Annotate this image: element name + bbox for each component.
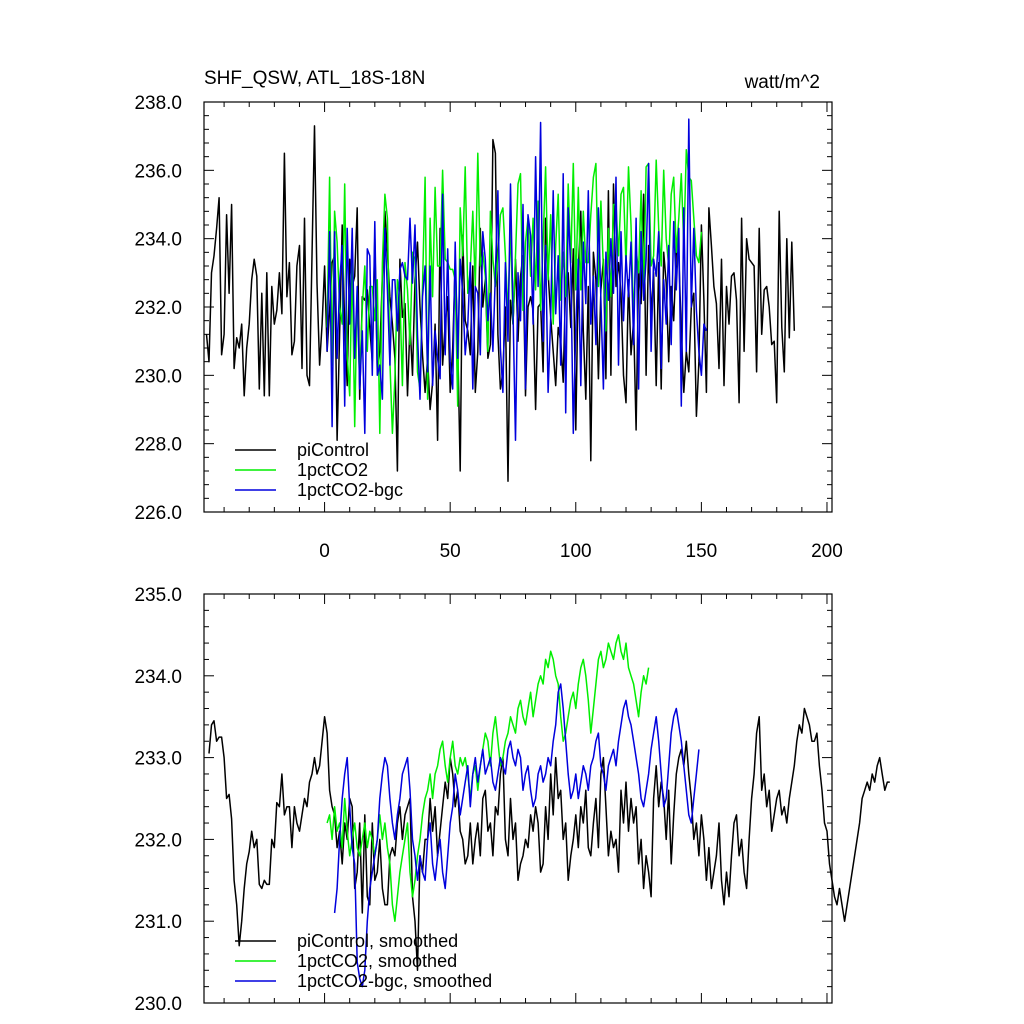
top-x-tick-label: 100 (560, 541, 592, 562)
top-x-tick-label: 150 (686, 541, 718, 562)
bottom-series-line-picontrol-smoothed (208, 707, 890, 972)
bottom-y-tick-label: 230.0 (134, 994, 182, 1015)
top-y-tick-label: 234.0 (134, 230, 182, 251)
bottom-y-tick-label: 235.0 (134, 585, 182, 606)
bottom-y-tick-label: 233.0 (134, 749, 182, 770)
top-y-tick-label: 228.0 (134, 435, 182, 456)
top-y-tick-label: 232.0 (134, 298, 182, 319)
top-legend-label: 1pctCO2 (297, 460, 368, 480)
bottom-y-tick-label: 234.0 (134, 667, 182, 688)
bottom-legend-label: 1pctCO2-bgc, smoothed (297, 971, 492, 991)
top-y-tick-label: 236.0 (134, 161, 182, 182)
bottom-chart-panel: 230.0 231.0 232.0 233.0 234.0 235.0 piControl,… (134, 585, 890, 1015)
top-x-tick-label: 50 (440, 541, 461, 562)
top-legend-label: 1pctCO2-bgc (297, 480, 403, 500)
bottom-y-tick-label: 231.0 (134, 912, 182, 933)
top-x-tick-label: 0 (319, 541, 330, 562)
bottom-legend-label: 1pctCO2, smoothed (297, 951, 457, 971)
figure-title: SHF_QSW, ATL_18S-18N (204, 68, 425, 89)
bottom-series-line-1pctco2-smoothed (326, 634, 650, 922)
top-y-tick-label: 230.0 (134, 366, 182, 387)
bottom-y-tick-label: 232.0 (134, 830, 182, 851)
top-y-tick-label: 238.0 (134, 93, 182, 114)
bottom-legend-label: piControl, smoothed (297, 931, 458, 951)
units-label: watt/m^2 (744, 72, 820, 93)
bottom-series-line-1pctco2-bgc-smoothed (333, 683, 700, 988)
bottom-plot-frame (203, 593, 833, 1004)
top-series-line-picontrol (205, 125, 796, 482)
top-x-tick-label: 200 (811, 541, 843, 562)
top-series-line-1pctco2-bgc (326, 118, 708, 442)
top-legend-label: piControl (297, 440, 369, 460)
top-y-tick-label: 226.0 (134, 503, 182, 524)
top-chart-panel: 226.0 228.0 230.0 232.0 234.0 236.0 238.0 0 50 10… (134, 93, 842, 562)
